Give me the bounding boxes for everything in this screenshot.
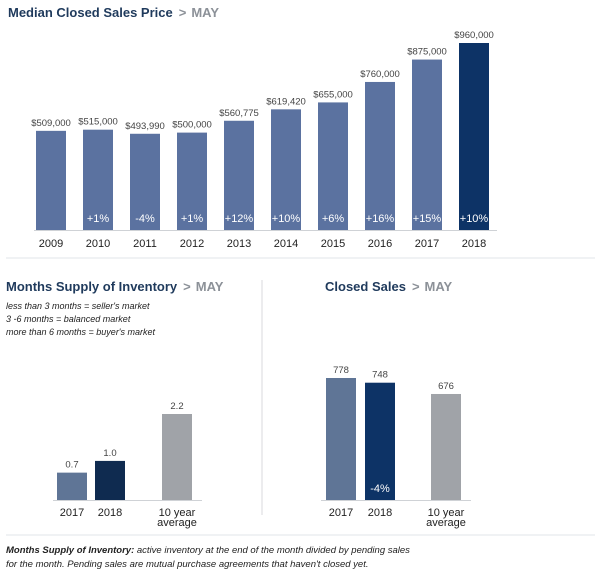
inventory-note: less than 3 months = seller's market: [6, 301, 150, 311]
value-label: 2.2: [170, 401, 183, 412]
inventory-chart-title: Months Supply of Inventory > MAY: [6, 279, 224, 294]
tick-label: 2017: [415, 238, 439, 250]
tick-label: average: [157, 517, 197, 529]
value-label: $960,000: [454, 30, 494, 41]
tick-label: 2012: [180, 238, 204, 250]
tick-label: 2010: [86, 238, 110, 250]
bar-2: [162, 414, 192, 500]
change-label: +6%: [322, 213, 345, 225]
value-label: $655,000: [313, 89, 353, 100]
tick-label: 2018: [98, 507, 122, 519]
bar-2: [431, 393, 461, 500]
change-label: +16%: [366, 213, 395, 225]
value-label: 676: [438, 381, 454, 392]
bar-4: [224, 120, 254, 230]
inventory-note: 3 -6 months = balanced market: [6, 314, 131, 324]
tick-label: 2018: [462, 238, 486, 250]
bar-1: [95, 460, 125, 500]
change-label: -4%: [370, 483, 390, 495]
change-label: -4%: [135, 213, 155, 225]
closed-sales-chart-title: Closed Sales > MAY: [325, 279, 453, 294]
value-label: $619,420: [266, 96, 306, 107]
tick-label: 2014: [274, 238, 298, 250]
value-label: 778: [333, 365, 349, 376]
inventory-note: more than 6 months = buyer's market: [6, 327, 156, 337]
bar-7: [365, 81, 395, 230]
change-label: +12%: [225, 213, 254, 225]
tick-label: 2013: [227, 238, 251, 250]
bar-0: [57, 472, 87, 500]
tick-label: 10 year: [159, 507, 196, 519]
footnote-line-1: Months Supply of Inventory: active inven…: [6, 545, 410, 556]
tick-label: 2009: [39, 238, 63, 250]
value-label: 1.0: [103, 448, 116, 459]
change-label: +15%: [413, 213, 442, 225]
tick-label: 2017: [329, 507, 353, 519]
tick-label: 2011: [133, 238, 157, 250]
tick-label: 2018: [368, 507, 392, 519]
bar-6: [318, 102, 348, 230]
value-label: $760,000: [360, 69, 400, 80]
bar-1: [83, 129, 113, 230]
value-label: $875,000: [407, 47, 447, 58]
bar-1: [365, 382, 395, 500]
value-label: $500,000: [172, 120, 212, 131]
bar-2: [130, 133, 160, 230]
tick-label: 2016: [368, 238, 392, 250]
tick-label: 2015: [321, 238, 345, 250]
value-label: $560,775: [219, 108, 259, 119]
tick-label: average: [426, 517, 466, 529]
value-label: 748: [372, 370, 388, 381]
tick-label: 2017: [60, 507, 84, 519]
bar-8: [412, 59, 442, 230]
value-label: $509,000: [31, 118, 71, 129]
bar-0: [326, 378, 356, 500]
price-chart-title: Median Closed Sales Price > MAY: [8, 5, 219, 20]
value-label: 0.7: [65, 460, 78, 471]
change-label: +1%: [181, 213, 204, 225]
bar-0: [36, 130, 66, 230]
footnote-line-2: for the month. Pending sales are mutual …: [6, 559, 369, 570]
bar-3: [177, 132, 207, 230]
change-label: +1%: [87, 213, 110, 225]
bar-5: [271, 109, 301, 230]
change-label: +10%: [272, 213, 301, 225]
value-label: $493,990: [125, 121, 165, 132]
change-label: +10%: [460, 213, 489, 225]
value-label: $515,000: [78, 117, 118, 128]
bar-9: [459, 43, 489, 230]
tick-label: 10 year: [428, 507, 465, 519]
